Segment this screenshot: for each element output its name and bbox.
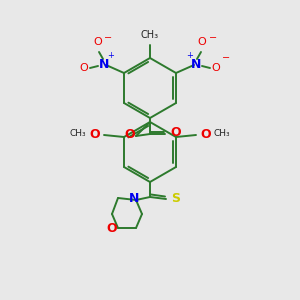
Text: O: O (212, 63, 220, 73)
Text: +: + (186, 51, 193, 60)
Text: CH₃: CH₃ (214, 130, 231, 139)
Text: −: − (209, 33, 217, 43)
Text: O: O (125, 128, 135, 142)
Text: CH₃: CH₃ (141, 30, 159, 40)
Text: N: N (99, 58, 109, 70)
Text: S: S (171, 193, 180, 206)
Text: +: + (107, 51, 114, 60)
Text: CH₃: CH₃ (69, 130, 86, 139)
Text: O: O (200, 128, 211, 140)
Text: O: O (80, 63, 88, 73)
Text: N: N (129, 193, 139, 206)
Text: −: − (104, 33, 112, 43)
Text: O: O (198, 37, 206, 47)
Text: O: O (107, 221, 117, 235)
Text: O: O (89, 128, 100, 140)
Text: −: − (222, 53, 230, 63)
Text: O: O (170, 127, 181, 140)
Text: O: O (94, 37, 102, 47)
Text: N: N (191, 58, 201, 70)
